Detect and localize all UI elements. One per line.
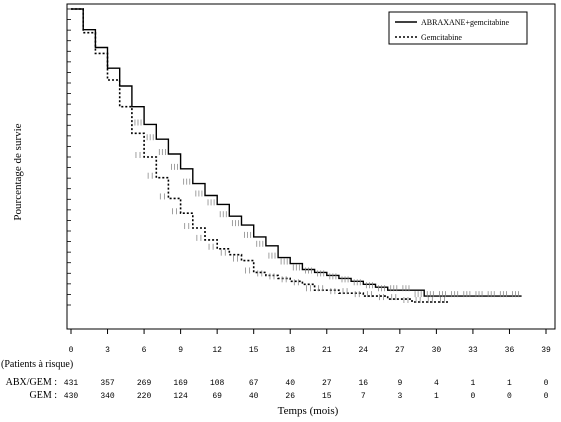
x-tick-label: 12: [212, 346, 222, 355]
risk-value: 1: [434, 392, 439, 401]
risk-value: 340: [100, 392, 115, 401]
risk-value: 40: [249, 392, 259, 401]
x-axis-ticks: 0 3 6 9 12 15 18 21 24 27 30 33 36 39: [69, 329, 551, 355]
risk-value: 26: [285, 392, 295, 401]
risk-value: 3: [397, 392, 402, 401]
plot-frame: [66, 3, 556, 330]
risk-value: 0: [544, 379, 549, 388]
legend-label-abraxane: ABRAXANE+gemcitabine: [421, 18, 510, 27]
x-tick-label: 24: [359, 346, 369, 355]
series-line-gemcitabine: [71, 8, 449, 303]
risk-value: 431: [64, 379, 79, 388]
x-tick-label: 33: [468, 346, 478, 355]
x-tick-label: 39: [541, 346, 551, 355]
risk-value: 269: [137, 379, 152, 388]
risk-value: 9: [397, 379, 402, 388]
x-tick-label: 3: [105, 346, 110, 355]
risk-row-label-abx: ABX/GEM :: [6, 377, 57, 388]
legend-label-gemcitabine: Gemcitabine: [421, 33, 462, 42]
risk-value: 27: [322, 379, 332, 388]
legend-box: [388, 11, 528, 45]
risk-value: 7: [361, 392, 366, 401]
x-tick-label: 6: [142, 346, 147, 355]
risk-table-title: (Patients à risque): [1, 359, 73, 370]
y-axis-label: Pourcentage de survie: [12, 123, 24, 220]
risk-value: 430: [64, 392, 79, 401]
risk-value: 67: [249, 379, 259, 388]
risk-value: 4: [434, 379, 439, 388]
risk-row-label-gem: GEM :: [30, 390, 58, 401]
x-tick-label: 9: [178, 346, 183, 355]
series-line-abraxane: [71, 8, 522, 297]
x-tick-label: 18: [285, 346, 295, 355]
risk-value: 220: [137, 392, 152, 401]
x-tick-label: 27: [395, 346, 405, 355]
risk-value: 1: [471, 379, 476, 388]
x-tick-label: 21: [322, 346, 332, 355]
risk-value: 40: [285, 379, 295, 388]
x-axis-label: Temps (mois): [278, 405, 339, 417]
x-tick-label: 0: [69, 346, 74, 355]
risk-value: 15: [322, 392, 332, 401]
series-group: [71, 8, 522, 304]
risk-value: 357: [100, 379, 115, 388]
x-tick-label: 30: [432, 346, 442, 355]
risk-value: 124: [173, 392, 188, 401]
risk-value: 0: [544, 392, 549, 401]
risk-value: 16: [359, 379, 369, 388]
risk-value: 0: [471, 392, 476, 401]
risk-value: 169: [173, 379, 188, 388]
x-tick-label: 15: [249, 346, 259, 355]
x-tick-label: 36: [505, 346, 515, 355]
risk-value: 69: [212, 392, 222, 401]
y-axis-ticks: [67, 8, 71, 306]
risk-value: 0: [507, 392, 512, 401]
risk-value: 108: [210, 379, 225, 388]
risk-value: 1: [507, 379, 512, 388]
legend: ABRAXANE+gemcitabine Gemcitabine: [388, 11, 528, 45]
